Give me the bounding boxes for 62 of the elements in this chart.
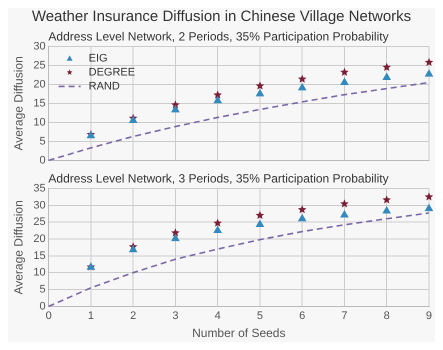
point	[171, 228, 180, 237]
point	[256, 220, 264, 227]
x-tick-label: 9	[426, 310, 432, 322]
legend-label: RAND	[88, 80, 120, 92]
x-tick-label: 7	[341, 310, 348, 322]
x-tick-label: 4	[214, 310, 221, 322]
point	[213, 90, 222, 99]
point	[213, 218, 222, 227]
point	[129, 116, 138, 123]
point	[171, 105, 180, 112]
y-tick-label: 30	[33, 199, 46, 212]
point	[424, 204, 433, 212]
point	[424, 192, 434, 200]
legend-label: DEGREE	[88, 66, 136, 78]
y-tick-label: 10	[33, 116, 46, 128]
point	[171, 234, 180, 242]
point	[382, 62, 392, 71]
chart-title: Weather Insurance Diffusion in Chinese Village Networks	[30, 8, 412, 27]
y-tick-label: 25	[33, 216, 46, 228]
x-tick-label: 6	[299, 310, 306, 322]
point	[256, 81, 264, 90]
point	[340, 199, 349, 208]
point	[214, 226, 222, 234]
x-tick-label: 5	[256, 310, 263, 322]
point	[129, 245, 138, 252]
point	[298, 74, 306, 83]
y-axis-title: Average Diffusion	[12, 56, 26, 151]
point	[340, 78, 348, 85]
y-axis-title: Average Diffusion	[12, 200, 26, 295]
y-tick-label: 35	[33, 182, 46, 194]
point	[382, 206, 391, 214]
x-tick-label: 3	[172, 310, 178, 322]
y-tick-label: 20	[33, 233, 46, 246]
point	[424, 58, 434, 66]
x-tick-label: 2	[130, 310, 136, 322]
y-tick-label: 0	[40, 300, 46, 312]
y-tick-label: 10	[33, 266, 46, 279]
point	[214, 96, 222, 104]
chart-subtitle: Address Level Network, 2 Periods, 35% Participation Probability	[48, 30, 389, 44]
y-tick-label: 20	[33, 78, 46, 90]
y-tick-label: 5	[40, 135, 46, 148]
y-tick-label: 30	[33, 40, 46, 52]
point	[256, 89, 264, 96]
x-axis-title: Number of Seeds	[192, 326, 286, 340]
legend-label: EIG	[88, 52, 108, 64]
y-tick-label: 15	[33, 97, 46, 110]
y-tick-label: 25	[33, 59, 46, 72]
point	[340, 210, 348, 218]
y-tick-label: 15	[33, 250, 46, 262]
point	[298, 214, 306, 222]
point	[340, 68, 349, 76]
y-tick-label: 0	[40, 154, 46, 166]
point	[298, 83, 306, 90]
point	[425, 70, 433, 77]
point	[382, 73, 391, 80]
point	[382, 195, 391, 204]
y-tick-label: 5	[40, 284, 46, 296]
chart-title: Address Level Network, 3 Periods, 35% Participation Probability	[48, 172, 389, 186]
x-tick-label: 8	[384, 310, 390, 322]
x-tick-label: 1	[88, 310, 94, 322]
point	[256, 210, 264, 220]
point	[298, 205, 306, 214]
